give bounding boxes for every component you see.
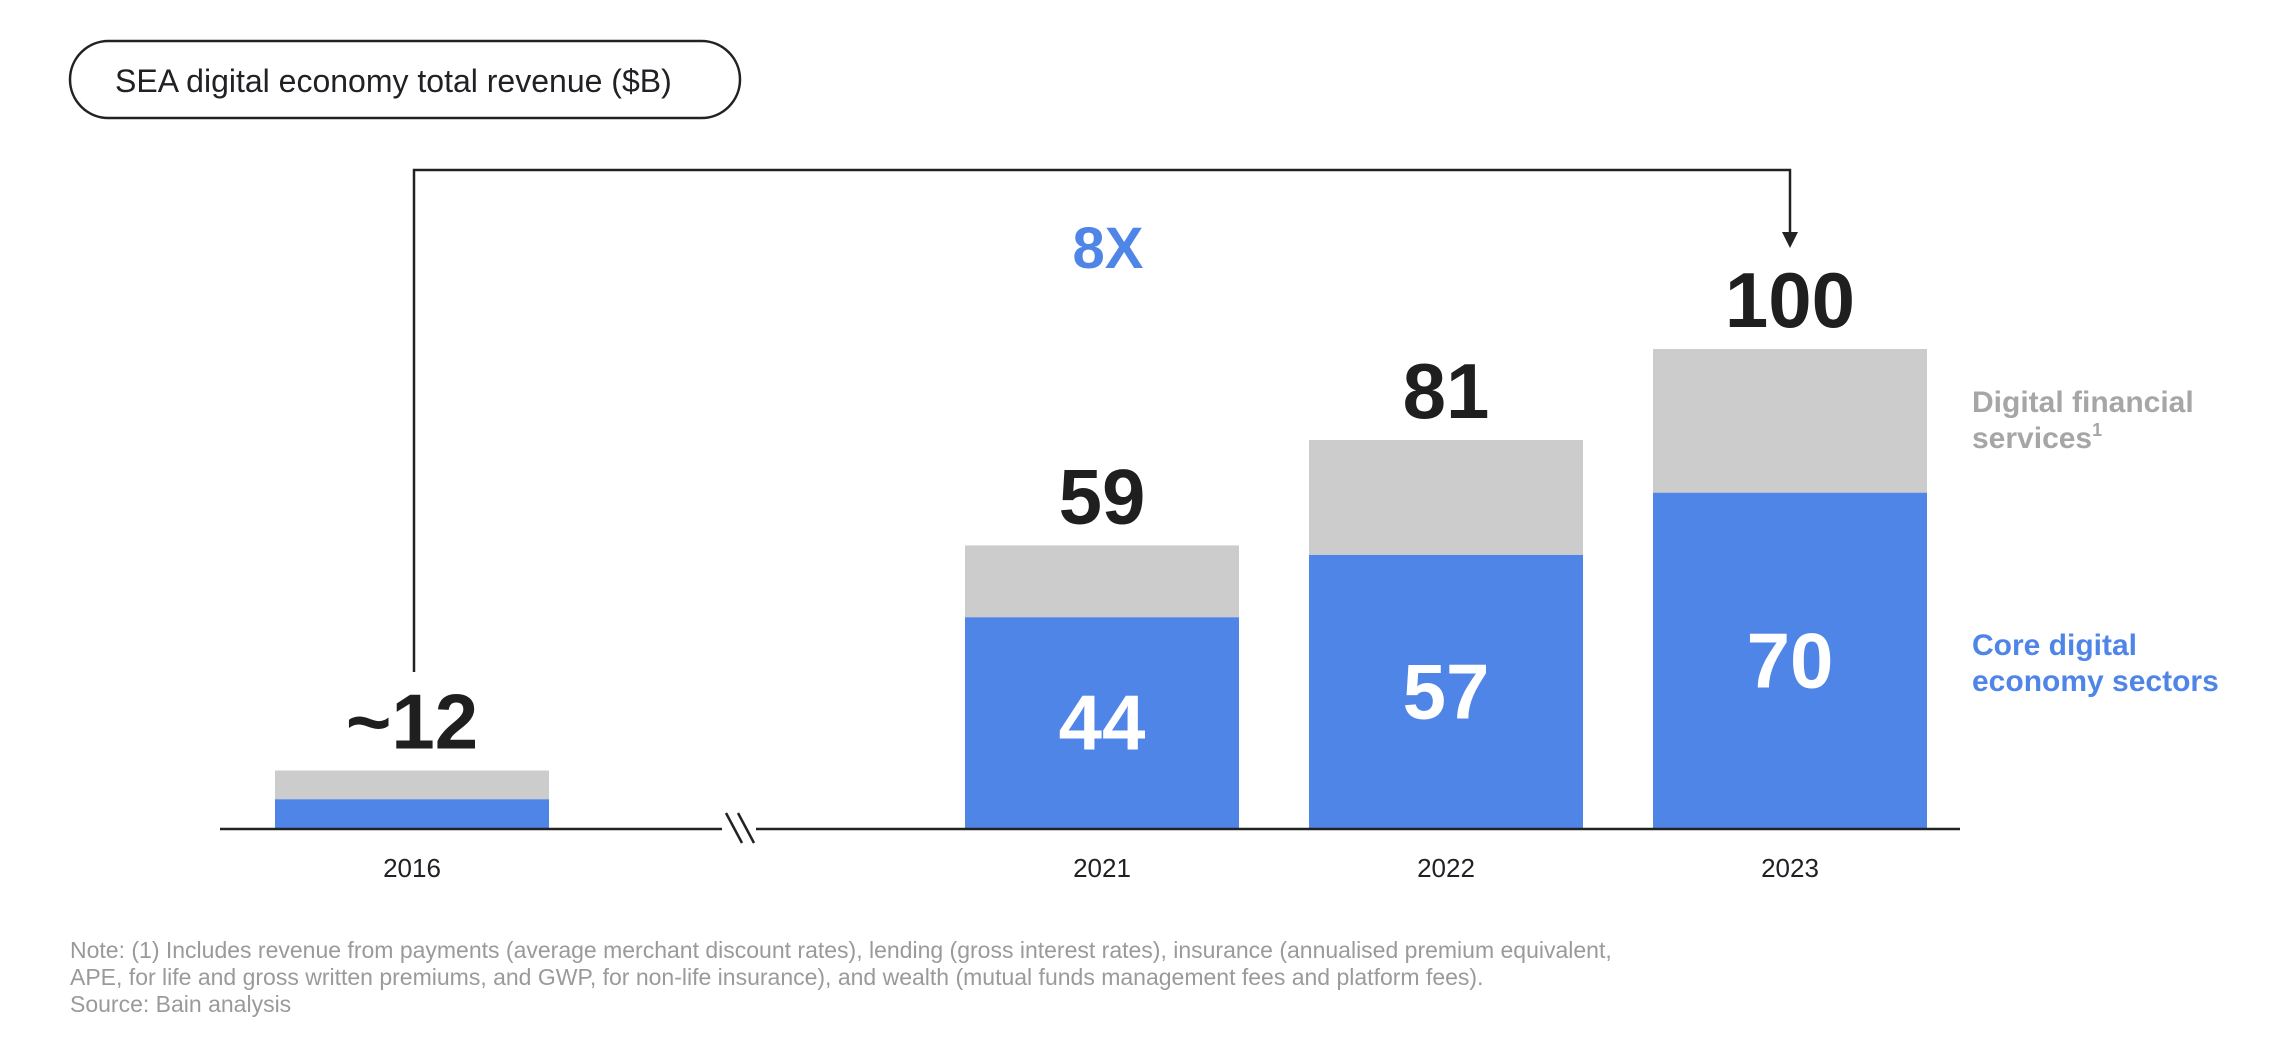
total-label-2022: 81 bbox=[1403, 347, 1490, 435]
x-tick-label-2021: 2021 bbox=[1073, 853, 1131, 883]
chart-title: SEA digital economy total revenue ($B) bbox=[115, 63, 672, 99]
x-tick-label-2022: 2022 bbox=[1417, 853, 1475, 883]
bar-core-2021 bbox=[965, 617, 1239, 829]
total-label-2016: ~12 bbox=[346, 678, 478, 766]
legend-digital-financial-services: Digital financial services1 bbox=[1972, 386, 2194, 455]
axis-break-mark bbox=[722, 812, 756, 846]
core-value-label-2021: 44 bbox=[1059, 679, 1146, 767]
bar-dfs-2023 bbox=[1653, 349, 1927, 493]
bars-group: ~12 2016 44 59 2021 57 81 2022 70 100 2023 bbox=[275, 256, 1927, 883]
growth-bracket bbox=[412, 168, 1798, 672]
bracket-line bbox=[412, 168, 1792, 672]
core-value-label-2022: 57 bbox=[1403, 647, 1490, 735]
footnotes: Note: (1) Includes revenue from payments… bbox=[70, 937, 2220, 1018]
title-pill bbox=[68, 39, 742, 120]
bar-dfs-2016 bbox=[275, 770, 549, 800]
bar-core-2023 bbox=[1653, 492, 1927, 829]
bar-dfs-2021 bbox=[965, 545, 1239, 618]
growth-annotation: 8X bbox=[1073, 216, 1144, 281]
core-value-label-2023: 70 bbox=[1747, 616, 1834, 704]
bar-core-2016 bbox=[275, 799, 549, 829]
bracket-arrowhead-icon bbox=[1782, 232, 1798, 248]
bar-dfs-2022 bbox=[1309, 440, 1583, 555]
x-tick-label-2023: 2023 bbox=[1761, 853, 1819, 883]
bar-core-2022 bbox=[1309, 554, 1583, 829]
note-line-1: Note: (1) Includes revenue from payments… bbox=[70, 937, 1612, 963]
x-tick-label-2016: 2016 bbox=[383, 853, 441, 883]
source-line: Source: Bain analysis bbox=[70, 991, 292, 1017]
legend-core-digital-economy: Core digital economy sectors bbox=[1972, 629, 2219, 698]
total-label-2023: 100 bbox=[1725, 256, 1855, 344]
total-label-2021: 59 bbox=[1059, 452, 1146, 540]
note-line-2: APE, for life and gross written premiums… bbox=[70, 964, 1484, 990]
